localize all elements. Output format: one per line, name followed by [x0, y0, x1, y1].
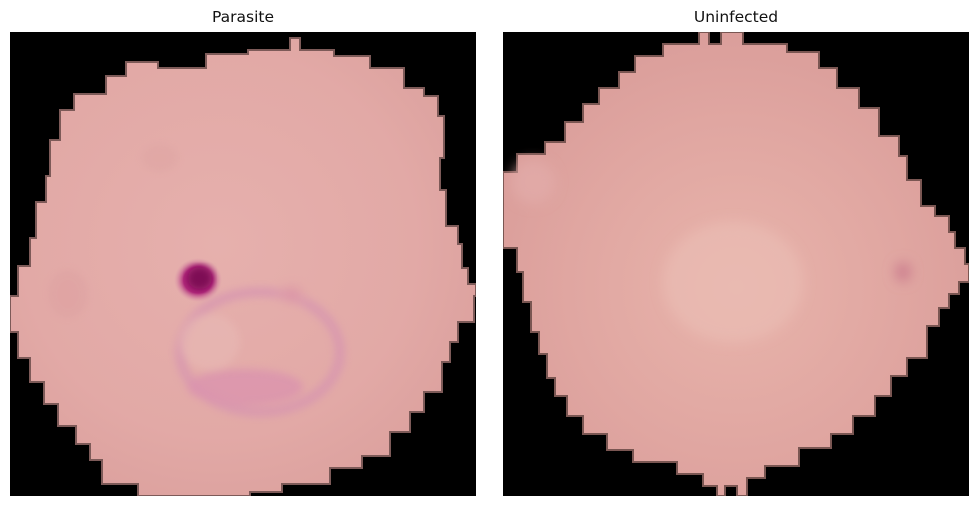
parasite-cell-body [10, 37, 476, 496]
parasite-panel: Parasite [10, 0, 476, 506]
uninfected-cell-image [503, 32, 969, 496]
uninfected-title: Uninfected [693, 8, 779, 26]
parasite-cell-image [10, 32, 476, 496]
parasite-title: Parasite [211, 8, 274, 26]
uninfected-panel: Uninfected [503, 0, 969, 506]
